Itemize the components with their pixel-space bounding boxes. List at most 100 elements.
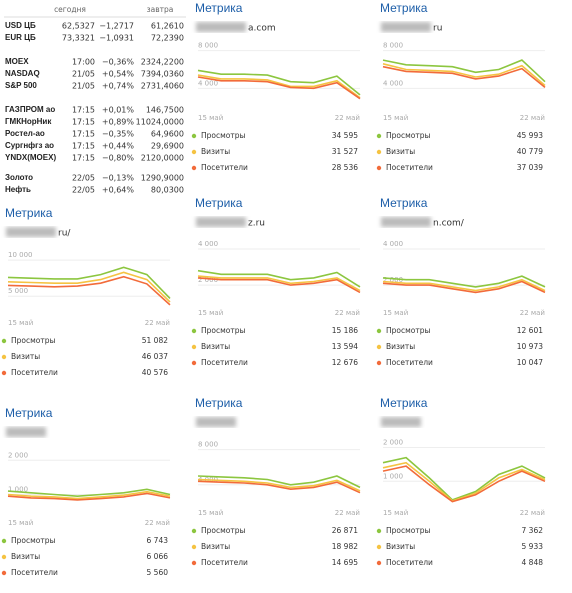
- header-today: сегодня: [54, 5, 86, 14]
- legend-name: Просмотры: [201, 131, 245, 140]
- legend-total: 12 601: [517, 326, 543, 335]
- quote-value: 2120,0000: [141, 154, 184, 163]
- legend-name: Просмотры: [11, 536, 55, 545]
- quote-value: 11024,0000: [136, 118, 184, 127]
- site-name[interactable]: a.com: [248, 24, 276, 34]
- series-line: [7, 271, 171, 303]
- quote-value: 2324,2200: [141, 58, 184, 67]
- x-tick-label: 22 май: [335, 509, 360, 517]
- legend-name: Просмотры: [386, 526, 430, 535]
- legend-name: Посетители: [201, 163, 248, 172]
- legend-dot: [376, 149, 382, 155]
- series-line: [382, 59, 546, 83]
- site-name[interactable]: ru: [433, 24, 442, 34]
- series-line: [197, 69, 361, 96]
- widget-title[interactable]: Метрика: [5, 206, 53, 220]
- widget-title[interactable]: Метрика: [195, 1, 243, 15]
- legend-name: Визиты: [11, 352, 40, 361]
- quote-value: 7394,0360: [141, 70, 184, 79]
- series-line: [382, 63, 546, 87]
- quote-col: 22/05: [72, 174, 95, 183]
- widget-title[interactable]: Метрика: [195, 196, 243, 210]
- legend-dot: [191, 360, 197, 366]
- y-tick-label: 2 000: [383, 438, 403, 446]
- legend-name: Посетители: [11, 368, 58, 377]
- x-tick-label: 22 май: [335, 309, 360, 317]
- metrika-widget: Метрика n.com/2 000 4 000 15 май 22 май Просм…: [376, 196, 546, 367]
- site-name[interactable]: n.com/: [433, 219, 465, 229]
- quote-change: −0,80%: [102, 154, 135, 163]
- legend-dot: [376, 544, 382, 550]
- legend-total: 34 595: [332, 131, 358, 140]
- quote-name: Сургнфгз ао: [5, 141, 54, 150]
- legend-dot: [191, 133, 197, 139]
- series-line: [197, 74, 361, 99]
- series-line: [197, 269, 361, 288]
- quote-change: +0,54%: [102, 70, 135, 79]
- widget-title[interactable]: Метрика: [380, 396, 428, 410]
- y-tick-label: 2 000: [198, 276, 218, 284]
- x-tick-label: 22 май: [520, 114, 545, 122]
- site-name[interactable]: ru/: [58, 229, 71, 239]
- series-line: [197, 275, 361, 292]
- x-tick-label: 22 май: [335, 114, 360, 122]
- x-tick-label: 15 май: [8, 319, 33, 327]
- quote-change: −0,35%: [102, 130, 135, 139]
- quote-name: YNDX(MOEX): [5, 153, 56, 162]
- legend-name: Просмотры: [201, 326, 245, 335]
- quote-value: 64,9600: [151, 130, 184, 139]
- legend-total: 28 536: [332, 163, 358, 172]
- metrika-widget: Метрика 1 000 2 000 15 май 22 май Просмотры 6 …: [1, 406, 171, 577]
- x-tick-label: 22 май: [145, 519, 170, 527]
- widget-title[interactable]: Метрика: [380, 196, 428, 210]
- quote-col: 62,5327: [62, 22, 95, 31]
- quote-change: −1,0931: [99, 34, 134, 43]
- legend-name: Визиты: [386, 147, 415, 156]
- blurred-site: [196, 22, 246, 32]
- series-line: [197, 475, 361, 489]
- x-tick-label: 22 май: [520, 509, 545, 517]
- quote-col: 17:00: [72, 58, 95, 67]
- quote-name: NASDAQ: [5, 69, 40, 78]
- blurred-site: [6, 427, 46, 437]
- legend-dot: [1, 570, 7, 576]
- x-tick-label: 15 май: [198, 114, 223, 122]
- quote-change: +0,01%: [102, 106, 135, 115]
- quote-value: 80,0300: [151, 186, 184, 195]
- series-line: [7, 275, 171, 306]
- y-tick-label: 10 000: [8, 251, 33, 259]
- quote-col: 73,3321: [62, 34, 95, 43]
- quote-name: S&P 500: [5, 81, 37, 90]
- metrika-widget: Метрика a.com 4 000 8 000 15 май 22 май Просмо…: [191, 1, 361, 172]
- quote-col: 22/05: [72, 186, 95, 195]
- legend-dot: [376, 528, 382, 534]
- legend-name: Просмотры: [11, 336, 55, 345]
- x-tick-label: 15 май: [383, 509, 408, 517]
- series-line: [7, 266, 171, 299]
- header-tomorrow: завтра: [147, 5, 174, 14]
- legend-dot: [191, 328, 197, 334]
- y-tick-label: 4 000: [383, 240, 403, 248]
- legend-total: 5 933: [522, 542, 544, 551]
- site-name[interactable]: z.ru: [248, 219, 265, 229]
- quote-value: 29,6900: [151, 142, 184, 151]
- legend-dot: [376, 360, 382, 366]
- legend-total: 7 362: [522, 526, 544, 535]
- legend-total: 26 871: [332, 526, 358, 535]
- quote-change: +0,64%: [102, 186, 135, 195]
- y-tick-label: 2 000: [8, 451, 28, 459]
- widget-title[interactable]: Метрика: [5, 406, 53, 420]
- legend-total: 37 039: [517, 163, 543, 172]
- series-line: [197, 76, 361, 100]
- legend-name: Посетители: [386, 558, 433, 567]
- legend-dot: [376, 344, 382, 350]
- quote-value: 72,2390: [151, 34, 184, 43]
- y-tick-label: 1 000: [8, 485, 28, 493]
- legend-total: 45 993: [517, 131, 543, 140]
- widget-title[interactable]: Метрика: [380, 1, 428, 15]
- quote-change: +0,89%: [102, 118, 135, 127]
- quote-name: ГАЗПРОМ ао: [5, 105, 55, 114]
- widget-title[interactable]: Метрика: [195, 396, 243, 410]
